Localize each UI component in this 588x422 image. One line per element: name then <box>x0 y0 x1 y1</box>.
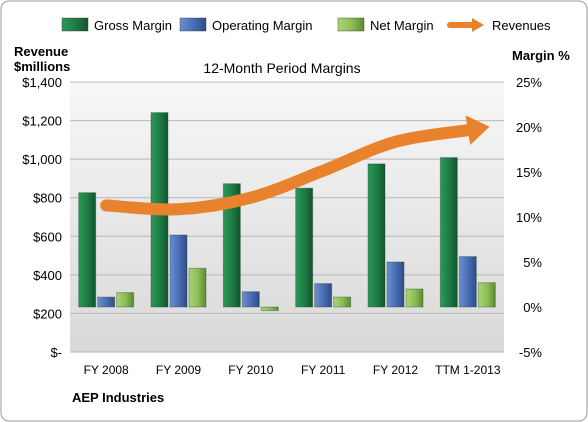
left-tick-label: $200 <box>33 306 62 321</box>
category-label: FY 2011 <box>301 363 346 377</box>
right-axis-label: Margin % <box>512 48 570 63</box>
left-tick-label: $600 <box>33 229 62 244</box>
right-tick-label: 20% <box>516 120 542 135</box>
legend-swatch <box>337 17 365 32</box>
bar-gross-margin <box>222 183 241 308</box>
left-tick-label: $800 <box>33 191 62 206</box>
legend: Gross Margin Operating Margin Net Margin Re… <box>61 17 551 33</box>
left-tick-label: $1,200 <box>22 114 62 129</box>
bar-net-margin <box>477 282 496 308</box>
category-label: FY 2009 <box>156 363 201 377</box>
legend-swatch <box>179 17 207 32</box>
right-tick-label: -5% <box>519 345 543 360</box>
left-tick-label: $1,400 <box>22 75 62 90</box>
legend-label: Revenues <box>492 18 551 33</box>
category-label: FY 2012 <box>373 363 418 377</box>
revenue-line-path <box>100 124 474 216</box>
right-tick-label: 10% <box>516 210 542 225</box>
bar-net-margin <box>188 267 207 308</box>
bar-net-margin <box>405 288 424 308</box>
bar-net-margin <box>333 296 352 308</box>
legend-arrow-head <box>472 18 484 32</box>
bar-operating-margin <box>386 261 405 308</box>
legend-swatch <box>61 17 89 32</box>
left-axis-ticks: $- $200 $400 $600 $800 $1,000 $1,200 $1,400 <box>22 75 62 360</box>
right-axis-ticks: -5% 0% 5% 10% 15% 20% 25% <box>516 75 542 360</box>
bar-gross-margin <box>439 157 458 308</box>
left-axis-label-line1: Revenue <box>14 44 68 59</box>
bar-gross-margin <box>78 192 97 308</box>
bar-operating-margin <box>314 283 333 308</box>
category-label: TTM 1-2013 <box>435 363 501 377</box>
revenue-line <box>100 115 490 216</box>
left-axis-label-line2: $millions <box>14 59 70 74</box>
bar-operating-margin <box>458 256 477 308</box>
category-labels: FY 2008 FY 2009 FY 2010 FY 2011 FY 2012 TTM 1… <box>84 363 501 377</box>
gridlines <box>70 81 504 353</box>
company-name: AEP Industries <box>72 390 164 405</box>
legend-label: Operating Margin <box>212 18 312 33</box>
right-tick-label: 0% <box>523 300 542 315</box>
right-tick-label: 15% <box>516 165 542 180</box>
left-tick-label: $1,000 <box>22 152 62 167</box>
legend-label: Gross Margin <box>94 18 172 33</box>
category-label: FY 2010 <box>228 363 273 377</box>
bar-operating-margin <box>241 291 260 308</box>
bar-net-margin <box>260 306 279 312</box>
bar-gross-margin <box>295 187 314 308</box>
chart-title: 12-Month Period Margins <box>203 60 360 76</box>
right-tick-label: 25% <box>516 75 542 90</box>
bar-net-margin <box>116 292 135 308</box>
left-tick-label: $- <box>50 345 62 360</box>
left-tick-label: $400 <box>33 268 62 283</box>
bar-operating-margin <box>97 296 116 308</box>
bar-operating-margin <box>169 234 188 308</box>
category-label: FY 2008 <box>84 363 129 377</box>
right-tick-label: 5% <box>523 255 542 270</box>
revenue-arrow-head <box>465 115 490 146</box>
legend-label: Net Margin <box>370 18 434 33</box>
plot-area <box>70 82 504 352</box>
bar-gross-margin <box>367 163 386 308</box>
